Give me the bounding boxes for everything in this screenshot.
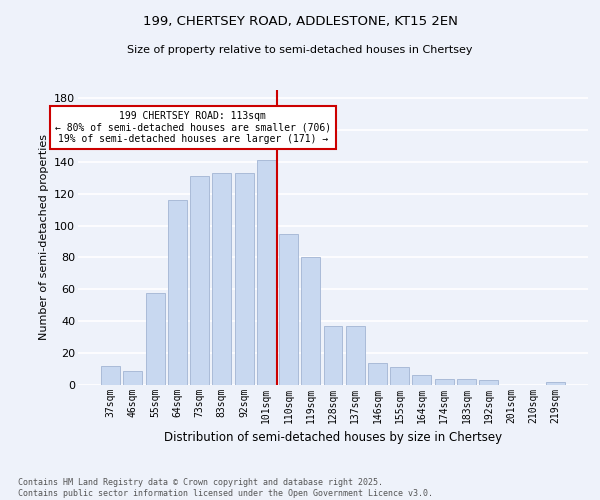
Bar (279, 234, 298, 385)
Bar (390, 368, 409, 385)
Bar (168, 200, 187, 385)
Bar (190, 176, 209, 385)
Text: 199 CHERTSEY ROAD: 113sqm
← 80% of semi-detached houses are smaller (706)
19% of: 199 CHERTSEY ROAD: 113sqm ← 80% of semi-… (55, 110, 331, 144)
Bar (101, 366, 120, 385)
Bar (257, 160, 276, 385)
Bar (546, 382, 565, 385)
Bar (235, 173, 254, 385)
Bar (412, 376, 431, 385)
Bar (212, 173, 231, 385)
Bar (323, 326, 343, 385)
Y-axis label: Number of semi-detached properties: Number of semi-detached properties (38, 134, 49, 340)
Bar (346, 326, 365, 385)
Text: 199, CHERTSEY ROAD, ADDLESTONE, KT15 2EN: 199, CHERTSEY ROAD, ADDLESTONE, KT15 2EN (143, 15, 457, 28)
Bar (435, 378, 454, 385)
X-axis label: Distribution of semi-detached houses by size in Chertsey: Distribution of semi-detached houses by … (164, 432, 502, 444)
Bar (301, 258, 320, 385)
Bar (146, 292, 164, 385)
Bar (124, 370, 142, 385)
Bar (457, 378, 476, 385)
Text: Contains HM Land Registry data © Crown copyright and database right 2025.
Contai: Contains HM Land Registry data © Crown c… (18, 478, 433, 498)
Bar (368, 362, 387, 385)
Bar (479, 380, 498, 385)
Text: Size of property relative to semi-detached houses in Chertsey: Size of property relative to semi-detach… (127, 45, 473, 55)
